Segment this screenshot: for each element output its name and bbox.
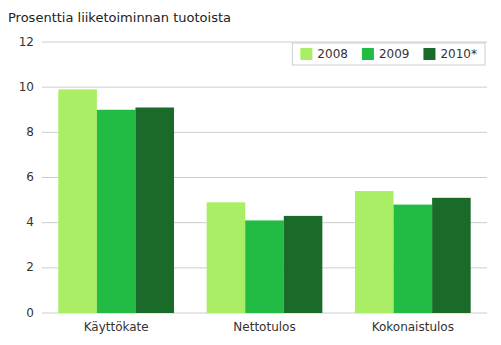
- y-grid: [42, 42, 487, 313]
- bars: [58, 89, 470, 313]
- bar: [432, 198, 471, 313]
- chart: 0 2 4 6 8 10 12 Käyttökate Nettotulos Kokonaistul…: [0, 0, 501, 345]
- bar: [135, 107, 174, 313]
- x-tick-label: Kokonaistulos: [372, 320, 454, 334]
- y-axis: 0 2 4 6 8 10 12: [19, 35, 34, 320]
- y-axis-label: Prosenttia liiketoiminnan tuotoista: [8, 10, 231, 25]
- y-tick-label: 6: [26, 170, 34, 184]
- bar: [355, 191, 394, 313]
- legend-label: 2009: [379, 47, 410, 61]
- legend-label: 2008: [317, 47, 348, 61]
- y-tick-label: 12: [19, 35, 34, 49]
- legend: 2008 2009 2010*: [292, 43, 485, 65]
- grid-line: [42, 87, 487, 88]
- y-tick-label: 0: [26, 306, 34, 320]
- y-tick-label: 8: [26, 125, 34, 139]
- bar: [394, 205, 433, 313]
- bar: [245, 220, 284, 313]
- bar: [97, 110, 136, 313]
- y-tick-label: 10: [19, 80, 34, 94]
- grid-line: [42, 42, 487, 43]
- legend-swatch: [423, 48, 435, 60]
- legend-label: 2010*: [440, 47, 477, 61]
- bar: [284, 216, 323, 313]
- legend-frame: [292, 43, 485, 65]
- y-tick-label: 4: [26, 215, 34, 229]
- x-axis: Käyttökate Nettotulos Kokonaistulos: [84, 320, 454, 334]
- y-tick-label: 2: [26, 260, 34, 274]
- bar: [207, 202, 246, 313]
- bar: [58, 89, 97, 313]
- legend-swatch: [362, 48, 374, 60]
- legend-swatch: [300, 48, 312, 60]
- x-tick-label: Käyttökate: [84, 320, 149, 334]
- chart-container: 0 2 4 6 8 10 12 Käyttökate Nettotulos Kokonaistul…: [0, 0, 501, 345]
- x-tick-label: Nettotulos: [233, 320, 295, 334]
